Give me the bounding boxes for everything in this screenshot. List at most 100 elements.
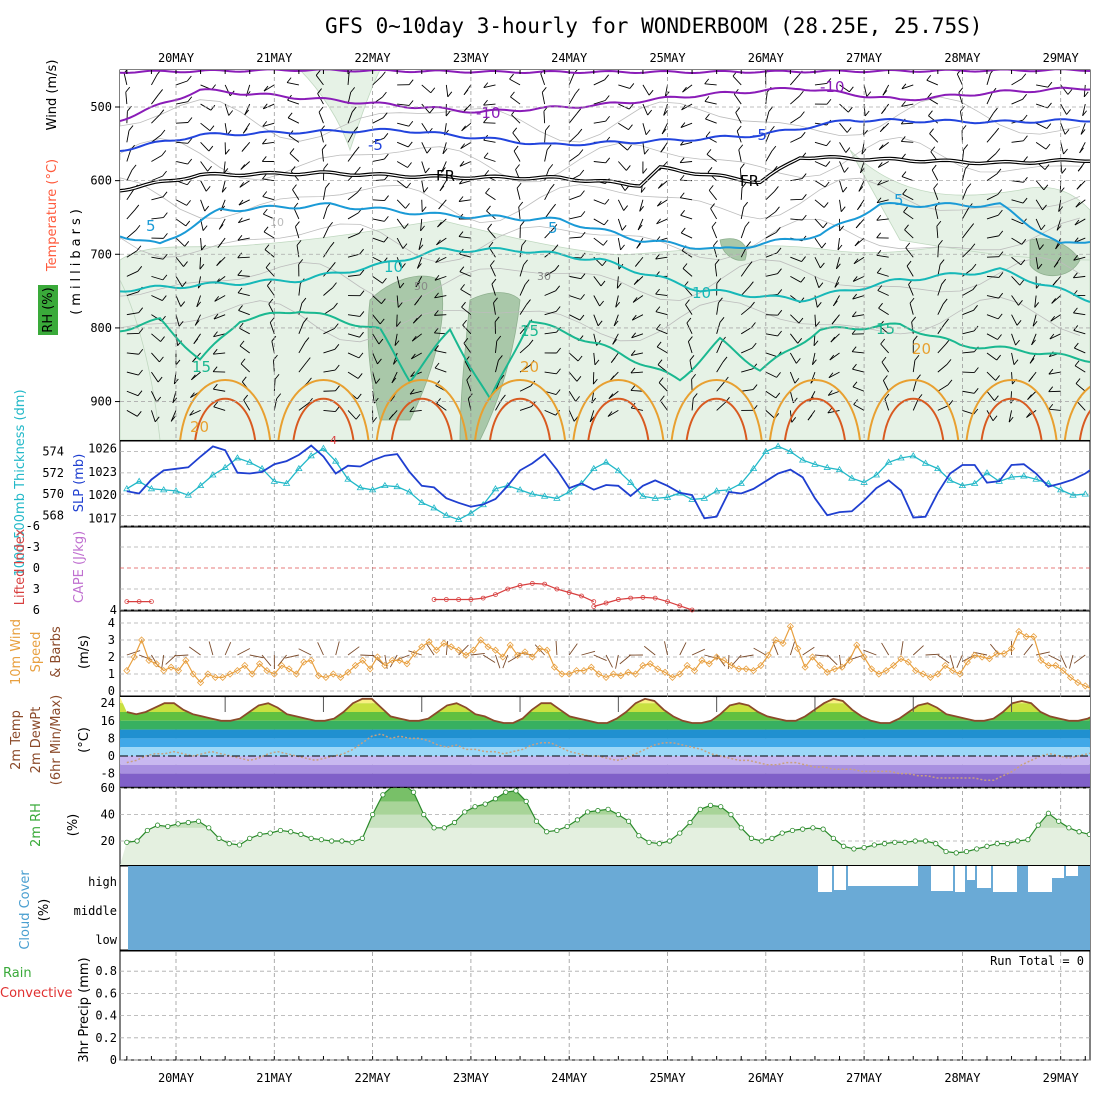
date-label-top: 26MAY [748, 51, 785, 65]
wind-barb-flag [293, 202, 299, 209]
thickness-point [442, 511, 451, 518]
thickness-point [626, 478, 635, 485]
wind-barb-flag [602, 240, 608, 246]
wind-barb-flag [190, 392, 195, 398]
isotherm-20 [572, 379, 665, 440]
wind-barb-flag [878, 144, 884, 150]
wind-barb-flag [1048, 403, 1054, 410]
wind10-barb [643, 645, 656, 656]
wind-barb-flag [881, 108, 886, 114]
wind-barb [416, 257, 423, 269]
temp2m-label-2: 2m DewPt [29, 707, 44, 774]
wind-barb [680, 214, 693, 220]
wind-barb [262, 178, 275, 182]
wind10-point [484, 643, 492, 651]
wind10-point [248, 670, 256, 678]
rh2m-point [789, 827, 796, 834]
wind-barb [239, 345, 250, 354]
wind-barb [262, 141, 275, 145]
wind10-point [447, 643, 455, 651]
wind-barb [237, 256, 250, 259]
wind-barb [642, 123, 647, 135]
wind-barb-flag [359, 331, 364, 338]
wind-barb [1035, 218, 1042, 231]
wind-barb-flag [1047, 81, 1053, 88]
wind-barb [903, 211, 914, 220]
wind-barb [151, 155, 163, 162]
wind-barb-flag [515, 164, 520, 170]
wind-barb [716, 302, 719, 315]
wind-barb [269, 322, 275, 334]
wind-barb-flag [854, 240, 860, 247]
temp-tick-label: -8 [101, 767, 115, 781]
wind-barb-flag [556, 347, 561, 354]
rh2m-point [329, 838, 335, 844]
wind-barb [295, 226, 300, 239]
wind-barb-flag [807, 414, 813, 421]
rh-shading [120, 70, 1090, 440]
lifted-index-panel [124, 581, 695, 613]
wind-barb [1008, 410, 1012, 423]
wind-barb [1074, 347, 1086, 354]
wind-barb-flag [238, 322, 244, 329]
wind-barb [125, 92, 128, 105]
contour-label: -5 [752, 126, 767, 144]
wind-barb-flag [998, 209, 1003, 216]
wind-barb-flag [608, 393, 614, 399]
wind-barb [1032, 314, 1037, 327]
wind-barb [315, 75, 324, 86]
wind10-point [926, 673, 935, 681]
chart-title: GFS 0~10day 3-hourly for WONDERBOOM (28.… [325, 14, 982, 38]
cape-label: CAPE (J/kg) [72, 531, 87, 603]
wind-barb-flag [318, 106, 324, 113]
wind-barb [655, 256, 668, 260]
wind-barb [347, 212, 359, 220]
wind-barb-flag [883, 375, 888, 381]
wind-barb-flag [262, 103, 268, 110]
wind-barb-flag [660, 146, 666, 153]
wind-barb [655, 293, 668, 296]
wind-barb-flag [833, 300, 838, 307]
wind-barb-flag [1021, 73, 1027, 80]
wind-barb-flag [1013, 359, 1019, 365]
wind-barb-flag [831, 318, 837, 325]
wind-barb-flag [493, 297, 498, 304]
wind-barb [878, 307, 889, 316]
wind10-point [351, 661, 359, 670]
wind-barb [126, 209, 136, 220]
wind-barb-flag [136, 245, 142, 252]
wind-barb [879, 325, 889, 335]
rh2m-point [646, 839, 652, 845]
wind10-point [934, 670, 942, 678]
wind-barb-flag [776, 247, 782, 254]
rh2m-point [410, 789, 417, 795]
wind10-point [808, 653, 817, 661]
wind-barb [466, 379, 472, 392]
wind-barb [631, 352, 644, 356]
wind-barb-flag [946, 359, 952, 365]
panel-frame [119, 610, 1091, 697]
wind-barb-flag [214, 296, 220, 302]
wind-barb [593, 120, 606, 124]
wind-barb-flag [633, 279, 639, 285]
wind-barb-flag [358, 352, 364, 359]
lifted-point [579, 593, 584, 599]
wind-barb [710, 208, 718, 220]
cloud-gap [834, 866, 846, 890]
wind-barb [396, 257, 402, 269]
wind-barb-flag [628, 103, 634, 110]
wind-barb [151, 114, 161, 124]
wind-barb-flag [1064, 129, 1070, 135]
wind-barb-flag [928, 110, 933, 116]
wind-barb-flag [658, 377, 664, 383]
wind10-barb [188, 646, 201, 656]
wind-barb-flag [639, 206, 645, 212]
wind-barb [618, 103, 630, 110]
wind-barb-flag [518, 201, 524, 208]
wind-barb [434, 367, 447, 373]
wind-barb [593, 161, 606, 164]
wind-barb-flag [434, 362, 440, 369]
wind-barb [568, 93, 576, 105]
wind-barb [175, 218, 187, 227]
wind-barb [642, 84, 650, 96]
